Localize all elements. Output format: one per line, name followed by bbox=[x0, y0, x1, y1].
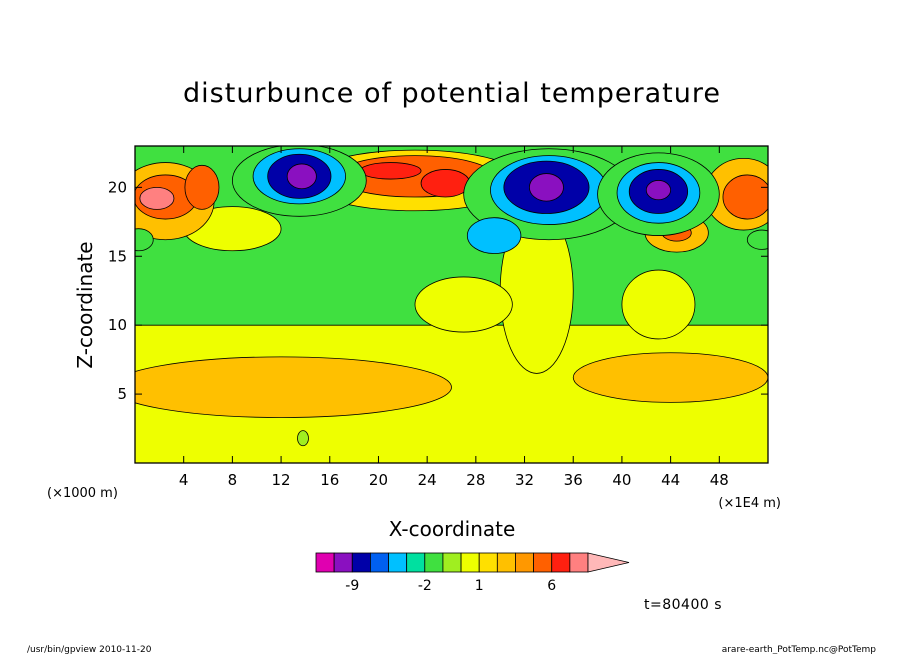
colorbar-box-3 bbox=[369, 552, 389, 573]
footer-right: arare-earth_PotTemp.nc@PotTemp bbox=[722, 645, 877, 654]
colorbar-box-4 bbox=[388, 552, 408, 573]
colorbar-box-11 bbox=[515, 552, 535, 573]
x-tick-label-5: 24 bbox=[418, 471, 437, 489]
colorbar-box-10 bbox=[496, 552, 516, 573]
colorbar: -9 -2 1 6 bbox=[315, 552, 630, 594]
contour-region-8 bbox=[139, 186, 175, 210]
x-tick-label-8: 36 bbox=[564, 471, 583, 489]
x-tick-label-7: 32 bbox=[515, 471, 534, 489]
colorbar-box-6 bbox=[424, 552, 444, 573]
colorbar-box-9 bbox=[478, 552, 498, 573]
contour-region-29 bbox=[645, 180, 672, 201]
x-unit-right: (×1E4 m) bbox=[718, 496, 781, 511]
colorbar-tick-label-1: -2 bbox=[418, 578, 432, 594]
contour-region-9 bbox=[184, 164, 220, 210]
colorbar-box-13 bbox=[551, 552, 571, 573]
x-tick-label-11: 48 bbox=[710, 471, 729, 489]
footer-left: /usr/bin/gpview 2010-11-20 bbox=[27, 645, 152, 654]
y-axis-label: Z-coordinate bbox=[73, 241, 97, 368]
y-axis: 5 10 15 20 bbox=[108, 178, 768, 403]
colorbar-tick-label-2: 1 bbox=[475, 578, 484, 594]
colorbar-box-5 bbox=[406, 552, 426, 573]
colorbar-tick-label-0: -9 bbox=[345, 578, 359, 594]
contour-region-12 bbox=[420, 169, 471, 198]
x-tick-label-9: 40 bbox=[612, 471, 631, 489]
colorbar-box-7 bbox=[442, 552, 462, 573]
contour-region-25 bbox=[529, 173, 564, 202]
x-unit-left: (×1000 m) bbox=[47, 486, 118, 501]
colorbar-box-0 bbox=[315, 552, 335, 573]
x-axis: 4 8 12 16 20 24 28 32 36 40 44 48 bbox=[179, 146, 729, 489]
x-axis-label: X-coordinate bbox=[389, 517, 516, 541]
y-tick-label-1: 10 bbox=[108, 316, 127, 334]
contour-field bbox=[135, 146, 768, 463]
y-tick-label-2: 15 bbox=[108, 247, 127, 265]
x-tick-label-4: 20 bbox=[369, 471, 388, 489]
colorbar-box-8 bbox=[460, 552, 480, 573]
contour-region-0 bbox=[135, 356, 452, 418]
y-tick-label-0: 5 bbox=[117, 385, 127, 403]
x-tick-label-6: 28 bbox=[466, 471, 485, 489]
contour-region-30 bbox=[466, 217, 522, 254]
colorbar-box-12 bbox=[533, 552, 553, 573]
contour-region-21 bbox=[286, 163, 317, 190]
plot-frame bbox=[134, 145, 769, 464]
colorbar-box-2 bbox=[351, 552, 371, 573]
contour-region-32 bbox=[135, 228, 154, 252]
colorbar-tick-label-3: 6 bbox=[547, 578, 556, 594]
contour-region-13 bbox=[359, 162, 422, 180]
contour-region-31 bbox=[746, 229, 768, 250]
contour-region-33 bbox=[297, 430, 309, 447]
colorbar-arrow bbox=[587, 552, 630, 573]
contour-region-15 bbox=[722, 174, 768, 220]
contour-region-4 bbox=[621, 269, 696, 340]
colorbar-box-1 bbox=[333, 552, 353, 573]
time-label: t=80400 s bbox=[644, 597, 722, 613]
x-tick-label-2: 12 bbox=[272, 471, 291, 489]
x-tick-label-10: 44 bbox=[661, 471, 680, 489]
x-tick-label-3: 16 bbox=[320, 471, 339, 489]
contour-region-3 bbox=[414, 276, 513, 333]
contour-region-1 bbox=[572, 352, 768, 403]
y-tick-label-3: 20 bbox=[108, 178, 127, 196]
chart-title: disturbunce of potential temperature bbox=[183, 78, 721, 109]
colorbar-box-14 bbox=[569, 552, 589, 573]
x-tick-label-1: 8 bbox=[228, 471, 238, 489]
x-tick-label-0: 4 bbox=[179, 471, 189, 489]
